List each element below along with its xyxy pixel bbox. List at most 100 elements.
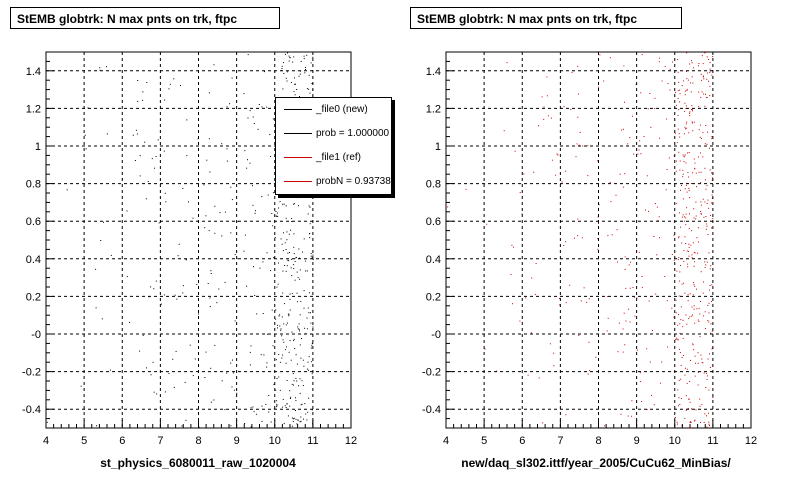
data-point <box>607 296 609 297</box>
data-point <box>679 101 681 103</box>
x-tick-label: 10 <box>669 435 681 447</box>
data-point <box>695 409 697 411</box>
data-point <box>598 222 599 224</box>
data-point <box>95 268 97 270</box>
data-point <box>281 335 283 337</box>
data-point <box>289 309 291 311</box>
data-point <box>312 254 314 256</box>
data-point <box>284 349 286 351</box>
data-point <box>679 212 680 214</box>
data-point <box>638 251 640 253</box>
data-point <box>307 369 309 371</box>
data-point <box>599 54 601 56</box>
data-point <box>285 205 287 207</box>
data-point <box>198 313 199 315</box>
data-point <box>639 140 641 142</box>
data-point <box>711 227 712 229</box>
data-point <box>135 129 137 131</box>
data-point <box>641 276 643 277</box>
data-point <box>295 256 297 258</box>
data-point <box>295 397 296 399</box>
data-point <box>244 423 246 424</box>
data-point <box>109 369 111 371</box>
data-point <box>574 237 575 239</box>
data-point <box>205 351 207 353</box>
data-point <box>675 170 677 172</box>
data-point <box>139 155 141 157</box>
data-point <box>711 136 713 138</box>
data-point <box>278 315 280 317</box>
data-point <box>699 336 701 338</box>
data-point <box>277 283 279 285</box>
data-point <box>282 250 284 252</box>
data-point <box>178 243 180 245</box>
data-point <box>295 257 297 259</box>
data-point <box>692 343 694 345</box>
data-point <box>221 380 223 382</box>
data-point <box>694 285 696 287</box>
data-point <box>100 240 102 241</box>
data-point <box>155 156 157 157</box>
data-point <box>700 421 701 423</box>
data-point <box>676 270 678 272</box>
data-point <box>465 188 467 190</box>
x-tick-label: 7 <box>157 435 163 447</box>
data-point <box>693 284 695 286</box>
data-point <box>700 210 702 212</box>
data-point <box>684 417 686 419</box>
data-point <box>688 132 690 134</box>
data-point <box>709 62 711 63</box>
data-point <box>677 71 679 73</box>
data-point <box>691 257 693 259</box>
data-point <box>634 315 636 317</box>
data-point <box>311 361 313 363</box>
data-point <box>303 307 305 309</box>
data-point <box>678 109 680 111</box>
data-point <box>261 405 263 407</box>
data-point <box>291 292 293 294</box>
data-point <box>708 252 710 254</box>
data-point <box>275 309 277 311</box>
data-point <box>311 257 313 259</box>
data-point <box>312 56 314 58</box>
data-points <box>447 52 714 429</box>
data-point <box>266 106 268 108</box>
data-point <box>644 209 646 211</box>
data-point <box>306 54 308 56</box>
data-point <box>233 389 235 391</box>
data-point <box>311 373 313 375</box>
data-point <box>689 380 691 382</box>
data-point <box>514 150 516 152</box>
data-point <box>307 368 309 370</box>
data-point <box>686 52 688 54</box>
data-point <box>703 75 704 77</box>
data-point <box>691 306 693 308</box>
data-point <box>279 361 281 363</box>
data-point <box>694 322 696 324</box>
data-point <box>697 252 699 254</box>
data-point <box>685 217 687 219</box>
left-plot-pad: StEMB globtrk: N max pnts on trk, ftpc 4… <box>10 7 392 470</box>
data-point <box>268 395 270 396</box>
data-point <box>655 293 657 295</box>
data-point <box>709 285 711 286</box>
data-point <box>275 211 277 212</box>
data-point <box>293 264 295 266</box>
data-point <box>703 78 705 80</box>
data-point <box>704 105 706 107</box>
data-point <box>707 72 709 74</box>
data-point <box>157 139 159 141</box>
data-point <box>708 207 710 209</box>
data-point <box>702 292 704 294</box>
data-point <box>306 317 308 319</box>
data-point <box>694 355 696 357</box>
data-point <box>576 143 578 145</box>
data-point <box>689 115 691 117</box>
data-point <box>277 215 279 217</box>
data-point <box>546 76 548 78</box>
data-point <box>295 400 297 402</box>
data-point <box>174 294 176 296</box>
data-point <box>291 417 293 419</box>
data-point <box>627 415 629 417</box>
data-point <box>272 345 274 347</box>
